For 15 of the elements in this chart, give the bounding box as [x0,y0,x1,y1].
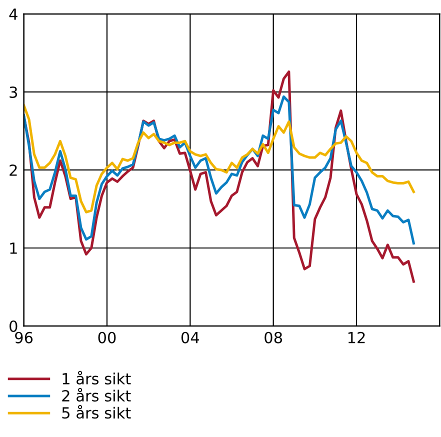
y-tick-label: 1 [10,242,17,254]
y-tick-label: 2 [10,164,17,176]
legend-label: 2 års sikt [62,388,131,402]
x-tick-label: 04 [181,332,200,344]
legend-label: 5 års sikt [62,405,131,419]
x-tick-label: 12 [348,332,365,344]
x-tick-label: 00 [98,332,116,344]
line-series [24,95,415,245]
y-tick-label: 4 [9,8,18,20]
y-tick-label: 3 [10,86,18,98]
y-tick-label: 0 [10,320,18,332]
x-tick-label: 96 [15,332,33,344]
legend-label: 1 års sikt [62,370,131,384]
line-series [24,104,415,214]
x-tick-label: 08 [264,332,282,344]
